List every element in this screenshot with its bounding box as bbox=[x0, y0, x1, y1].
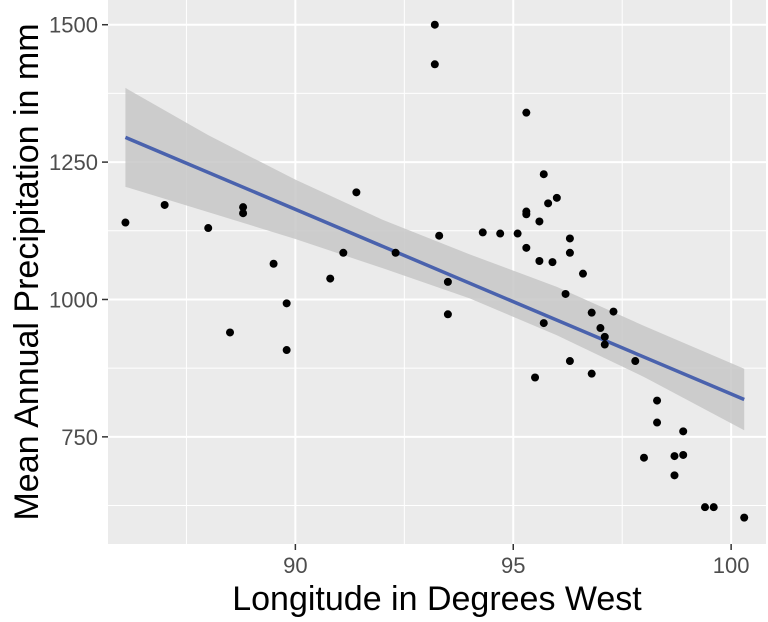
data-point bbox=[513, 229, 522, 238]
data-point bbox=[670, 471, 679, 480]
data-point bbox=[565, 357, 574, 366]
data-point bbox=[740, 513, 749, 522]
data-point bbox=[282, 346, 291, 355]
data-point bbox=[561, 289, 570, 298]
data-point bbox=[269, 259, 278, 268]
data-point bbox=[653, 396, 662, 405]
data-point bbox=[496, 229, 505, 238]
data-point bbox=[578, 269, 587, 278]
data-point bbox=[326, 274, 335, 283]
data-point bbox=[548, 258, 557, 267]
data-point bbox=[204, 224, 213, 233]
data-point bbox=[339, 248, 348, 257]
y-axis-title: Mean Annual Precipitation in mm bbox=[8, 23, 46, 520]
data-point bbox=[639, 453, 648, 462]
data-point bbox=[600, 340, 609, 349]
data-point bbox=[587, 308, 596, 317]
data-point bbox=[539, 319, 548, 328]
data-point bbox=[522, 210, 531, 219]
data-point bbox=[226, 328, 235, 337]
data-point bbox=[670, 452, 679, 461]
data-point bbox=[239, 203, 248, 212]
data-point bbox=[352, 188, 361, 197]
y-tick-label: 1000 bbox=[49, 287, 98, 312]
regression-line bbox=[124, 135, 745, 402]
data-point bbox=[435, 231, 444, 240]
data-point bbox=[565, 248, 574, 257]
data-point bbox=[700, 503, 709, 512]
data-point bbox=[443, 277, 452, 286]
data-point bbox=[121, 218, 130, 227]
data-point bbox=[587, 369, 596, 378]
data-point bbox=[544, 199, 553, 208]
data-point bbox=[160, 200, 169, 209]
data-point bbox=[539, 170, 548, 179]
data-point bbox=[531, 373, 540, 382]
data-point bbox=[596, 324, 605, 333]
data-point bbox=[391, 248, 400, 257]
data-point bbox=[600, 332, 609, 341]
data-point bbox=[522, 243, 531, 252]
data-point bbox=[522, 108, 531, 117]
data-point bbox=[709, 503, 718, 512]
y-axis-ticks: 750 1000 1250 1500 bbox=[49, 13, 108, 450]
x-tick-label: 90 bbox=[283, 553, 307, 578]
data-point bbox=[552, 193, 561, 202]
data-point bbox=[535, 257, 544, 266]
data-point bbox=[430, 20, 439, 29]
confidence-ribbon bbox=[125, 87, 745, 431]
data-point bbox=[535, 217, 544, 226]
data-point bbox=[653, 418, 662, 427]
data-point bbox=[239, 209, 248, 218]
data-point bbox=[679, 450, 688, 459]
x-axis-ticks: 90 95 100 bbox=[283, 544, 749, 578]
y-tick-label: 750 bbox=[61, 425, 98, 450]
data-point bbox=[282, 299, 291, 308]
data-points bbox=[121, 20, 749, 522]
data-point bbox=[430, 60, 439, 69]
data-point bbox=[631, 357, 640, 366]
y-tick-label: 1250 bbox=[49, 150, 98, 175]
x-tick-label: 100 bbox=[713, 553, 750, 578]
x-axis-title: Longitude in Degrees West bbox=[232, 580, 642, 618]
data-point bbox=[565, 234, 574, 243]
data-point bbox=[478, 228, 487, 237]
data-point bbox=[609, 307, 618, 316]
x-tick-label: 95 bbox=[501, 553, 525, 578]
y-tick-label: 1500 bbox=[49, 13, 98, 38]
data-point bbox=[679, 427, 688, 436]
data-point bbox=[443, 310, 452, 319]
